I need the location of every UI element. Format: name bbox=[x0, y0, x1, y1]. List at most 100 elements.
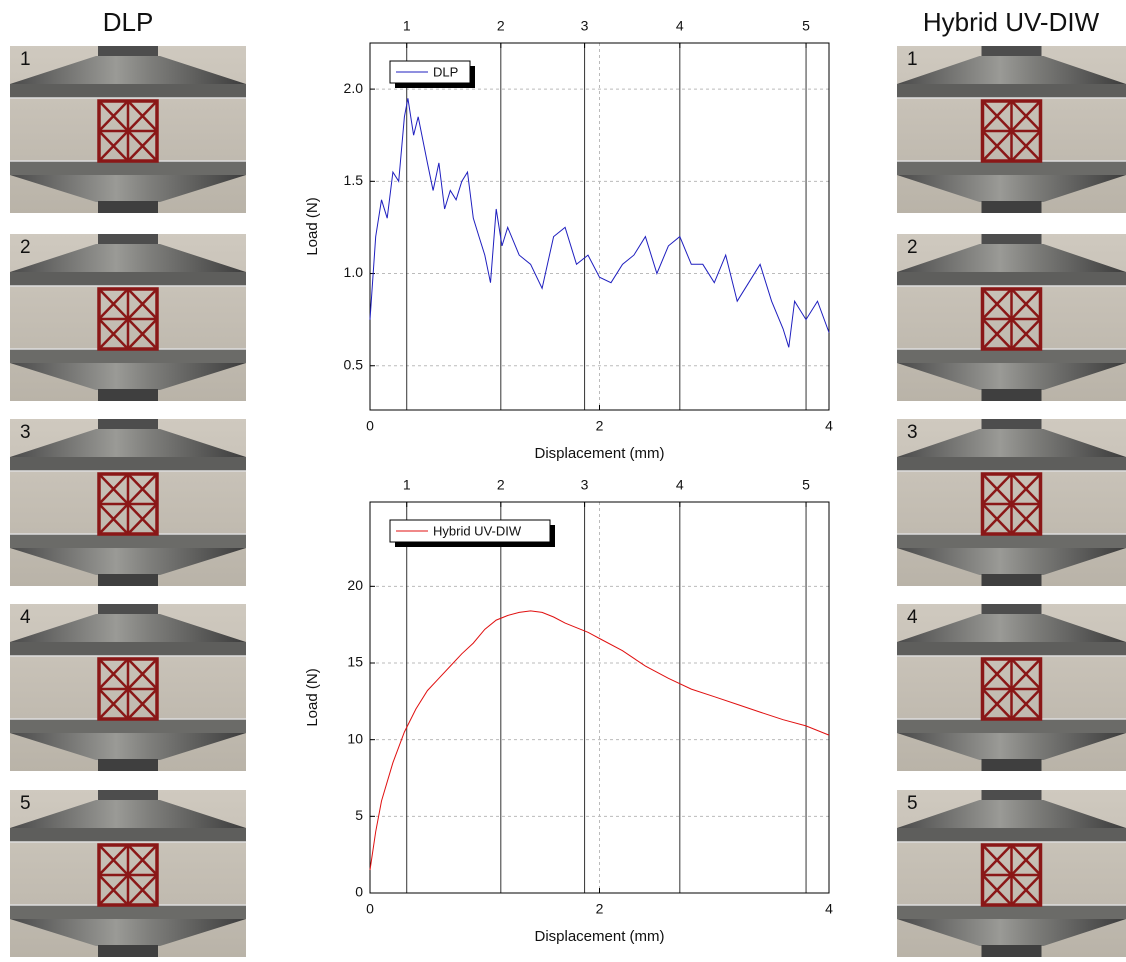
photo: 4 bbox=[897, 604, 1126, 771]
lattice-strut bbox=[1010, 658, 1042, 690]
photo-label: 3 bbox=[20, 422, 31, 443]
lattice-strut bbox=[98, 844, 129, 876]
lower-cone bbox=[10, 733, 246, 760]
chart: 1 2 3 4 5 0 2 4 0 5 10 15 20 Displacement (mm) Load (N… bbox=[304, 477, 833, 945]
photo: 3 bbox=[10, 419, 246, 586]
lower-plate bbox=[897, 719, 1126, 733]
y-tick-label: 10 bbox=[347, 730, 363, 746]
lattice-strut bbox=[1010, 318, 1042, 350]
y-tick-label: 15 bbox=[347, 654, 363, 670]
upper-cone bbox=[10, 614, 246, 642]
x-tick-label: 4 bbox=[825, 901, 833, 917]
lattice-strut bbox=[981, 473, 1013, 505]
lattice-strut bbox=[981, 658, 1013, 690]
lattice-strut bbox=[98, 473, 129, 505]
x-tick-label: 2 bbox=[596, 901, 604, 917]
lower-cone bbox=[897, 363, 1126, 390]
lower-plate bbox=[10, 905, 246, 919]
photo-label: 1 bbox=[907, 49, 918, 70]
column bbox=[98, 201, 158, 213]
lower-plate bbox=[897, 349, 1126, 363]
lattice-strut bbox=[98, 658, 129, 690]
right-title: Hybrid UV-DIW bbox=[923, 7, 1100, 37]
lattice-strut bbox=[98, 288, 129, 320]
lattice-strut bbox=[98, 503, 129, 535]
photo: 4 bbox=[10, 604, 246, 771]
upper-cone bbox=[10, 800, 246, 828]
column bbox=[981, 945, 1042, 957]
top-tick-label: 1 bbox=[403, 18, 411, 34]
lattice-strut bbox=[1010, 473, 1042, 505]
lattice-strut bbox=[1010, 100, 1042, 132]
lattice-strut bbox=[1010, 874, 1042, 906]
lower-plate bbox=[10, 161, 246, 175]
photo: 5 bbox=[897, 790, 1126, 957]
photo-label: 2 bbox=[907, 237, 918, 258]
legend-label: DLP bbox=[433, 64, 458, 79]
upper-cone bbox=[10, 244, 246, 272]
y-tick-label: 20 bbox=[347, 577, 363, 593]
top-tick-label: 2 bbox=[497, 18, 505, 34]
y-tick-label: 0.5 bbox=[344, 356, 364, 372]
lattice-strut bbox=[1010, 288, 1042, 320]
photo: 2 bbox=[897, 234, 1126, 401]
photo-label: 4 bbox=[907, 607, 918, 628]
lower-cone bbox=[10, 919, 246, 946]
lattice-strut bbox=[98, 688, 129, 720]
lattice-strut bbox=[127, 688, 158, 720]
photo: 1 bbox=[10, 46, 246, 213]
photo: 1 bbox=[897, 46, 1126, 213]
column bbox=[981, 574, 1042, 586]
upper-plate bbox=[10, 828, 246, 842]
y-axis-label: Load (N) bbox=[304, 197, 321, 255]
x-tick-label: 0 bbox=[366, 418, 374, 434]
lattice-strut bbox=[981, 874, 1013, 906]
lattice-strut bbox=[981, 503, 1013, 535]
lattice-strut bbox=[981, 688, 1013, 720]
y-tick-label: 5 bbox=[355, 807, 363, 823]
lattice-strut bbox=[127, 473, 158, 505]
lattice-strut bbox=[98, 318, 129, 350]
top-tick-label: 3 bbox=[581, 18, 589, 34]
column bbox=[98, 574, 158, 586]
upper-plate bbox=[10, 457, 246, 471]
lattice-strut bbox=[127, 100, 158, 132]
y-tick-label: 0 bbox=[355, 884, 363, 900]
photo: 3 bbox=[897, 419, 1126, 586]
lower-plate bbox=[897, 161, 1126, 175]
photo-label: 4 bbox=[20, 607, 31, 628]
legend-box bbox=[389, 60, 471, 84]
lattice-strut bbox=[1010, 503, 1042, 535]
photo-label: 5 bbox=[907, 793, 918, 814]
lattice-strut bbox=[1010, 688, 1042, 720]
lattice-strut bbox=[1010, 844, 1042, 876]
chart: 1 2 3 4 5 0 2 4 0.5 1.0 1.5 2.0 Displacement (mm) Loa… bbox=[304, 18, 833, 462]
photo: 2 bbox=[10, 234, 246, 401]
lattice-strut bbox=[981, 130, 1013, 162]
lattice-strut bbox=[127, 874, 158, 906]
lattice-strut bbox=[98, 100, 129, 132]
top-tick-label: 2 bbox=[497, 477, 505, 493]
lower-cone bbox=[10, 548, 246, 575]
y-axis-label: Load (N) bbox=[304, 668, 321, 726]
upper-plate bbox=[897, 84, 1126, 98]
upper-plate bbox=[10, 84, 246, 98]
top-tick-label: 5 bbox=[802, 477, 810, 493]
upper-cone bbox=[897, 244, 1126, 272]
lattice-strut bbox=[981, 100, 1013, 132]
lower-cone bbox=[10, 363, 246, 390]
column bbox=[98, 389, 158, 401]
x-axis-label: Displacement (mm) bbox=[534, 928, 664, 945]
lower-plate bbox=[10, 349, 246, 363]
lower-cone bbox=[10, 175, 246, 202]
y-tick-label: 1.0 bbox=[344, 264, 364, 280]
photo: 5 bbox=[10, 790, 246, 957]
column bbox=[981, 759, 1042, 771]
upper-cone bbox=[897, 800, 1126, 828]
lower-plate bbox=[10, 719, 246, 733]
lower-plate bbox=[897, 534, 1126, 548]
lattice-strut bbox=[98, 130, 129, 162]
lower-cone bbox=[897, 919, 1126, 946]
upper-cone bbox=[897, 429, 1126, 457]
